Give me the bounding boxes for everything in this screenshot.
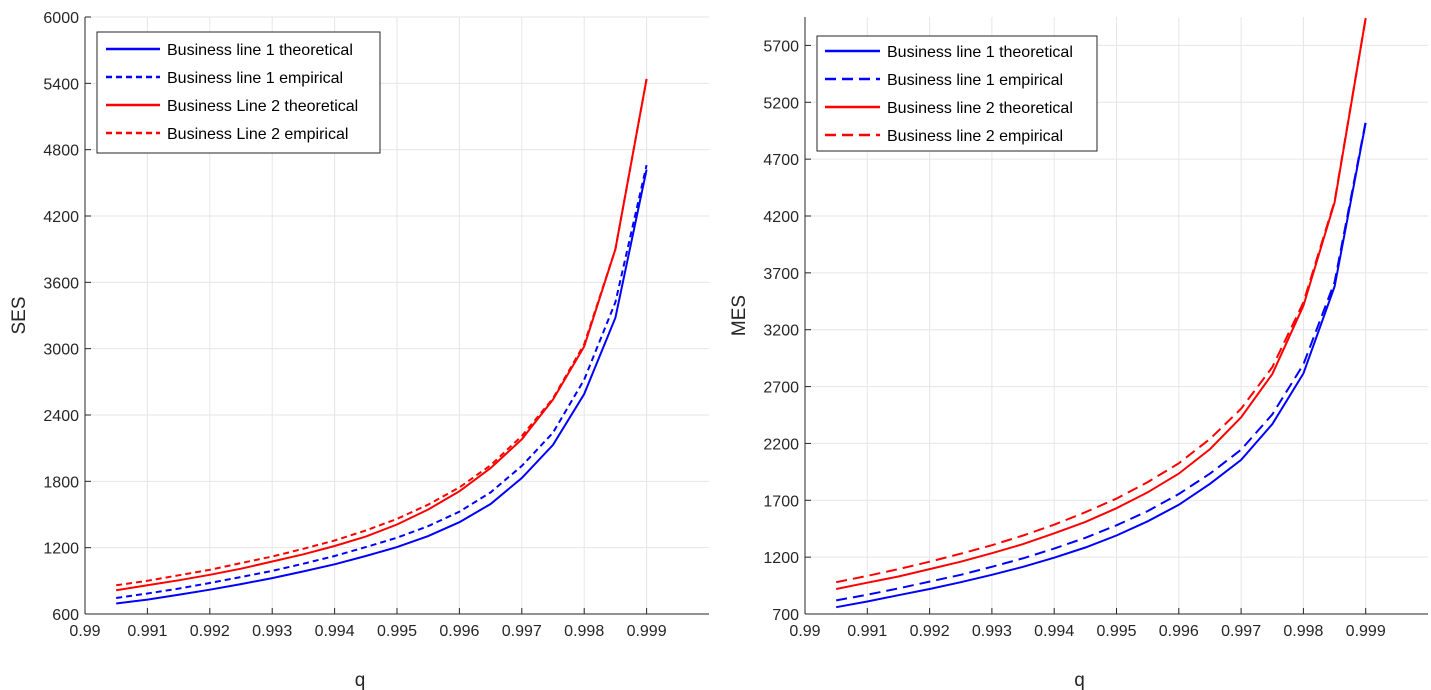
y-tick-label: 4200	[43, 209, 79, 226]
y-tick-label: 600	[52, 607, 79, 624]
series-line	[116, 164, 648, 599]
x-tick-label: 0.992	[910, 623, 950, 640]
x-tick-label: 0.992	[190, 623, 230, 640]
legend-entry: Business Line 2 theoretical	[167, 98, 358, 115]
y-axis-label: SES	[9, 296, 30, 334]
legend-box	[816, 35, 1098, 152]
y-tick-label: 700	[772, 607, 799, 624]
x-tick-label: 0.991	[127, 623, 167, 640]
legend-entry: Business line 2 theoretical	[887, 100, 1073, 117]
y-tick-label: 1200	[43, 541, 79, 558]
x-tick-label: 0.997	[502, 623, 542, 640]
legend: Business line 1 theoretical Business line…	[96, 31, 381, 154]
legend-entry: Business line 1 empirical	[167, 70, 343, 87]
y-tick-label: 1800	[43, 474, 79, 491]
x-tick-label: 0.999	[1346, 623, 1386, 640]
legend-box	[96, 31, 381, 154]
legend-entry: Business line 2 empirical	[887, 128, 1063, 145]
y-tick-label: 5400	[43, 76, 79, 93]
x-tick-label: 0.997	[1221, 623, 1261, 640]
series-line	[116, 78, 648, 587]
y-tick-label: 4200	[763, 209, 799, 226]
x-tick-label: 0.99	[69, 623, 100, 640]
x-tick-label: 0.999	[627, 623, 667, 640]
series-line	[116, 169, 648, 605]
legend-entry: Business line 1 empirical	[887, 72, 1063, 89]
x-tick-label: 0.995	[1096, 623, 1136, 640]
series-line	[836, 121, 1367, 602]
y-tick-label: 2700	[763, 380, 799, 397]
x-tick-label: 0.99	[789, 623, 820, 640]
series-line	[836, 122, 1367, 609]
x-tick-label: 0.995	[377, 623, 417, 640]
y-tick-label: 5700	[763, 38, 799, 55]
x-axis-label: q	[1074, 670, 1085, 690]
y-tick-label: 6000	[43, 10, 79, 27]
x-axis-label: q	[355, 670, 366, 690]
y-tick-label: 5200	[763, 95, 799, 112]
x-tick-label: 0.994	[315, 623, 355, 640]
x-tick-label: 0.991	[847, 623, 887, 640]
y-tick-label: 2400	[43, 408, 79, 425]
y-tick-label: 4800	[43, 143, 79, 160]
legend-entry: Business line 1 theoretical	[167, 42, 353, 59]
y-tick-label: 2200	[763, 436, 799, 453]
y-tick-label: 3600	[43, 275, 79, 292]
legend: Business line 1 theoretical Business line…	[816, 35, 1098, 152]
series-line	[836, 17, 1367, 590]
y-axis-label: MES	[729, 295, 750, 336]
y-tick-label: 4700	[763, 152, 799, 169]
legend-entry: Business Line 2 empirical	[167, 126, 348, 143]
x-tick-label: 0.993	[252, 623, 292, 640]
series-line	[116, 78, 648, 592]
y-tick-label: 3000	[43, 342, 79, 359]
x-tick-label: 0.998	[1283, 623, 1323, 640]
y-tick-label: 1200	[763, 550, 799, 567]
mes-chart: 0.99 0.991 0.992 0.993 0.994 0.995 0.996 0.997 0…	[729, 17, 1428, 690]
y-tick-label: 3200	[763, 323, 799, 340]
x-tick-label: 0.998	[564, 623, 604, 640]
x-tick-label: 0.996	[1159, 623, 1199, 640]
y-tick-label: 3700	[763, 266, 799, 283]
x-tick-label: 0.994	[1034, 623, 1074, 640]
y-tick-label: 1700	[763, 493, 799, 510]
legend-entry: Business line 1 theoretical	[887, 44, 1073, 61]
x-tick-label: 0.996	[439, 623, 479, 640]
series-line	[836, 17, 1367, 584]
ses-chart: 0.99 0.991 0.992 0.993 0.994 0.995 0.996 0.997 0…	[9, 10, 709, 690]
x-tick-label: 0.993	[972, 623, 1012, 640]
